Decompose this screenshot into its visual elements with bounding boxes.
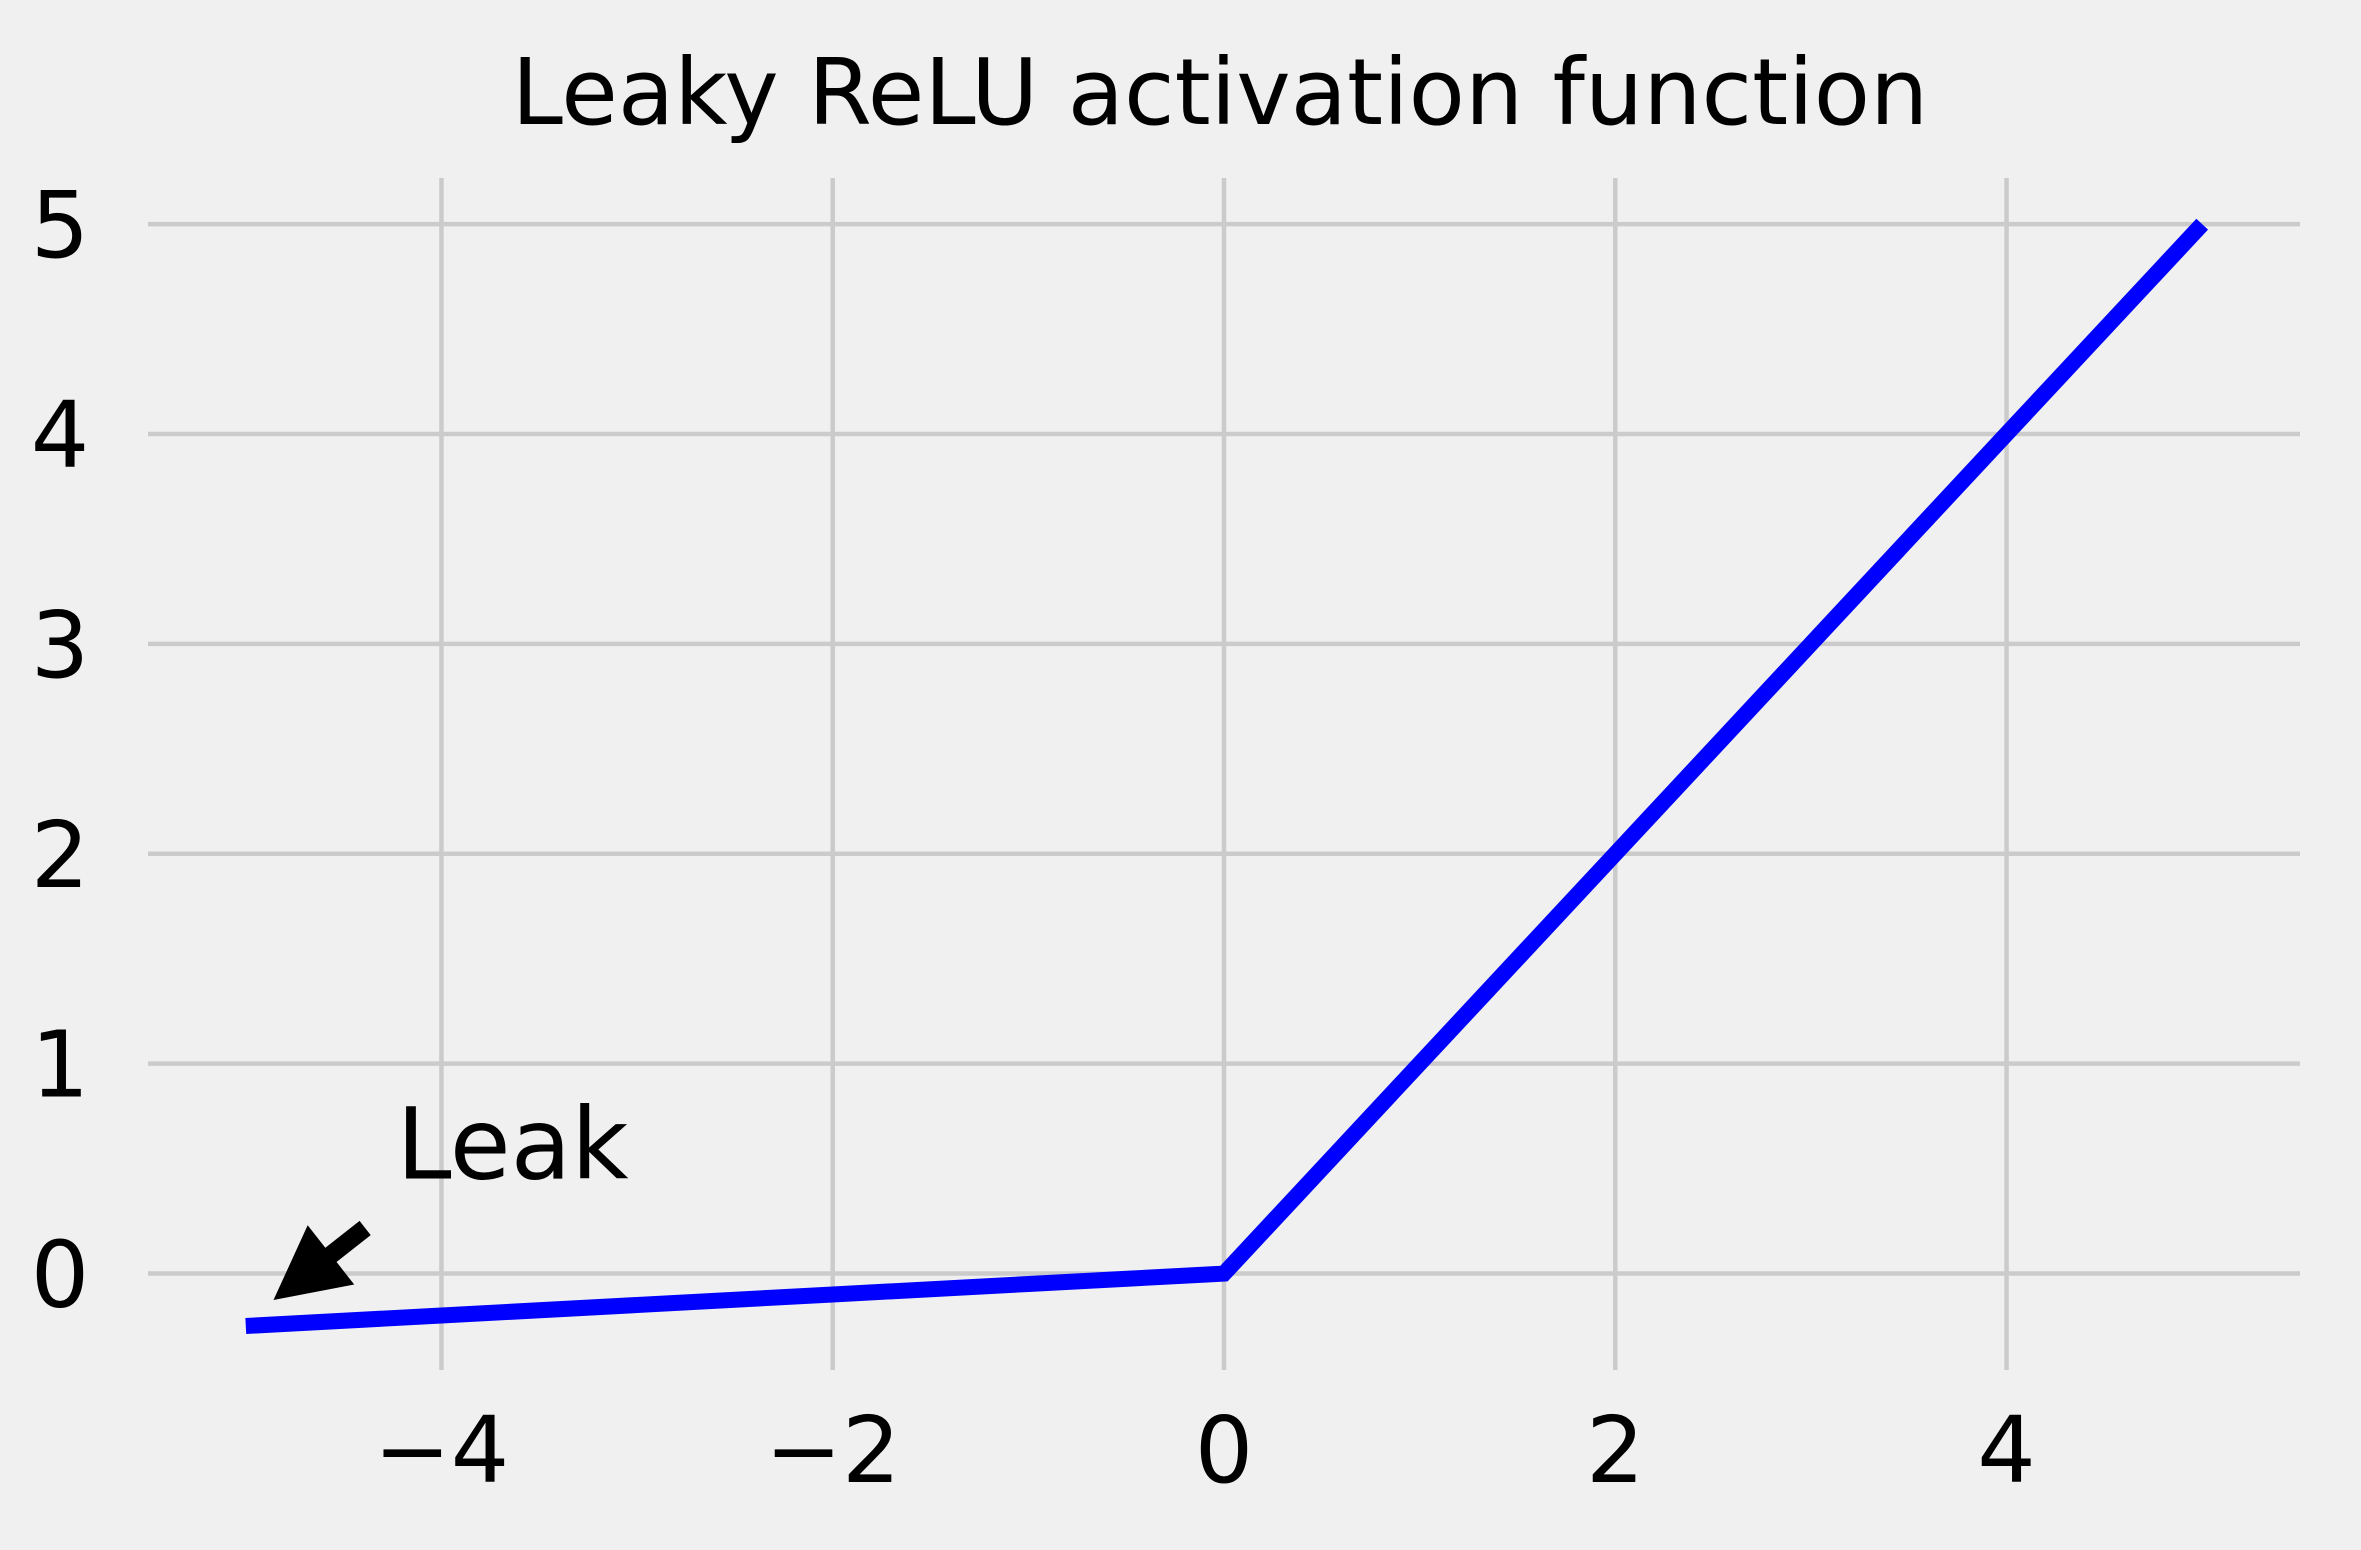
- y-tick-label: 0: [31, 1222, 90, 1329]
- grid: [148, 178, 2300, 1370]
- x-tick-label: 4: [1977, 1397, 2036, 1504]
- y-tick-label: 3: [31, 592, 90, 699]
- y-tick-label: 1: [31, 1012, 90, 1119]
- annotation-label: Leak: [396, 1088, 629, 1203]
- series-layer: [245, 218, 2209, 1334]
- series-line: [245, 218, 2209, 1334]
- tick-labels: −4 −2 0 2 4 0 1 2 3 4 5: [31, 172, 2036, 1504]
- x-tick-label: −4: [374, 1397, 510, 1504]
- annotation-arrow: [273, 1220, 371, 1301]
- x-tick-label: 0: [1195, 1397, 1254, 1504]
- y-tick-label: 2: [31, 802, 90, 909]
- x-tick-label: −2: [765, 1397, 901, 1504]
- y-tick-label: 5: [31, 172, 90, 279]
- annotation-layer: Leak: [273, 1088, 629, 1301]
- x-tick-label: 2: [1586, 1397, 1645, 1504]
- chart-title: Leaky ReLU activation function: [512, 39, 1929, 146]
- y-tick-label: 4: [31, 382, 90, 489]
